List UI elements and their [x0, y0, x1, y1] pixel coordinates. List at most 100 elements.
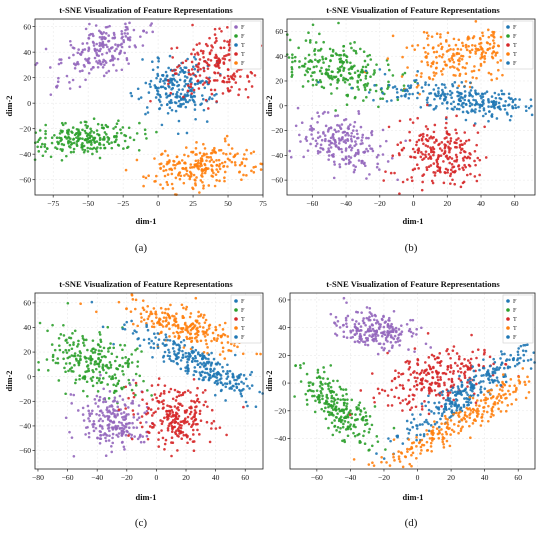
data-point [425, 168, 429, 172]
data-point [511, 105, 514, 108]
data-point [355, 129, 359, 132]
data-point [64, 362, 68, 365]
data-point [171, 92, 175, 96]
data-point [336, 397, 340, 401]
data-point [173, 388, 177, 392]
data-point [426, 52, 430, 55]
data-point [215, 371, 218, 375]
data-point [311, 83, 315, 87]
data-point [447, 389, 450, 393]
data-point [473, 149, 477, 153]
data-point [58, 58, 61, 61]
data-point [72, 147, 76, 151]
data-point [70, 354, 74, 357]
data-point [456, 59, 460, 62]
data-point [96, 146, 99, 149]
data-point [369, 147, 372, 150]
data-point [411, 147, 415, 151]
data-point [504, 380, 508, 384]
data-point [70, 436, 74, 439]
data-point [350, 146, 354, 150]
data-point [127, 378, 131, 382]
data-point [84, 338, 88, 342]
data-point [198, 365, 202, 369]
data-point [172, 340, 175, 343]
data-point [95, 53, 99, 57]
data-point [44, 132, 47, 136]
data-point [155, 130, 158, 134]
data-point [160, 103, 163, 107]
data-point [88, 33, 91, 37]
data-point [221, 92, 225, 95]
data-point [438, 391, 442, 395]
data-point [99, 43, 102, 47]
data-point [522, 353, 526, 357]
data-point [451, 58, 454, 62]
data-point [434, 83, 438, 87]
data-point [238, 88, 241, 91]
data-point [342, 140, 346, 143]
data-point [316, 395, 319, 399]
data-point [468, 416, 472, 420]
data-point [405, 46, 409, 49]
data-point [195, 399, 199, 403]
data-point [457, 164, 461, 167]
data-point [498, 388, 502, 391]
data-point [189, 88, 192, 92]
data-point [184, 366, 187, 369]
data-point [446, 31, 450, 35]
data-point [120, 412, 123, 415]
data-point [300, 121, 304, 125]
data-point [434, 369, 438, 373]
data-point [59, 61, 63, 65]
data-point [314, 41, 318, 44]
data-point [172, 163, 175, 167]
data-point [463, 66, 467, 70]
data-point [411, 92, 414, 96]
data-point [216, 170, 220, 174]
data-point [173, 417, 177, 421]
data-point [320, 386, 324, 390]
data-point [177, 172, 180, 176]
data-point [146, 328, 150, 332]
data-point [354, 140, 357, 143]
data-point [358, 413, 362, 416]
data-point [50, 136, 54, 139]
data-point [431, 370, 434, 374]
data-point [89, 362, 93, 365]
legend-marker [234, 34, 238, 38]
data-point [81, 128, 84, 132]
data-point [189, 163, 193, 166]
data-point [202, 361, 206, 365]
data-point [212, 369, 215, 373]
data-point [349, 427, 353, 431]
data-point [159, 392, 163, 395]
data-point [479, 388, 482, 391]
data-point [443, 92, 447, 96]
data-point [194, 348, 198, 352]
data-point [334, 114, 337, 118]
data-point [463, 98, 467, 102]
data-point [493, 91, 497, 95]
data-point [155, 316, 158, 319]
data-point [379, 97, 382, 101]
data-point [430, 179, 434, 183]
data-point [329, 364, 333, 367]
data-point [86, 146, 90, 150]
data-point [394, 330, 398, 334]
data-point [180, 404, 184, 408]
data-point [45, 358, 49, 361]
data-point [193, 369, 196, 373]
data-point [189, 166, 192, 169]
data-point [401, 442, 405, 445]
data-point [73, 329, 77, 333]
data-point [249, 70, 253, 74]
data-point [107, 439, 111, 442]
data-point [446, 156, 449, 160]
data-point [231, 77, 234, 80]
data-point [157, 60, 160, 63]
data-point [126, 145, 130, 149]
data-point [68, 367, 72, 371]
data-point [473, 159, 476, 163]
data-point [332, 152, 335, 156]
